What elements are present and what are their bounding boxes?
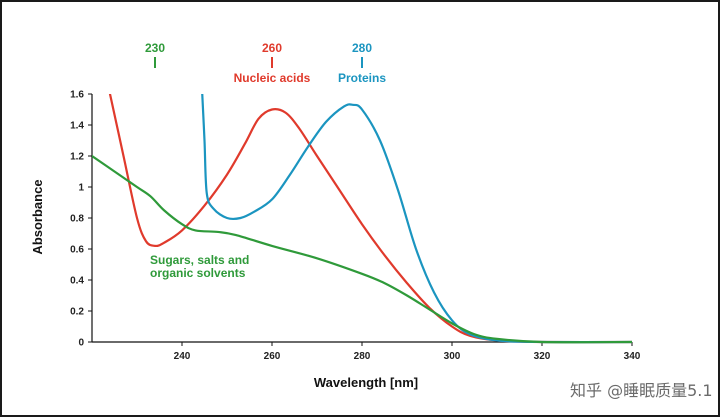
series-group (92, 94, 632, 344)
y-axis-title: Absorbance (30, 179, 45, 254)
y-tick-label: 0.8 (70, 214, 84, 225)
y-tick-label: 1.2 (70, 152, 84, 163)
y-tick-label: 1.6 (70, 90, 84, 101)
series-label-sugars-line: organic solvents (150, 266, 246, 280)
y-tick-label: 0.2 (70, 307, 84, 318)
annotation-label-280: Proteins (338, 71, 386, 85)
series-label-sugars-line: Sugars, salts and (150, 253, 249, 267)
annotations-group: 230 260 Nucleic acids 280 Proteins Sugars, sa… (145, 41, 386, 280)
x-tick-label: 320 (534, 351, 551, 362)
x-tick-label: 280 (354, 351, 371, 362)
annotation-label-260: Nucleic acids (234, 71, 311, 85)
x-tick-label: 340 (624, 351, 641, 362)
annotation-wavelength-230: 230 (145, 41, 165, 55)
x-tick-label: 240 (174, 351, 191, 362)
x-tick-label: 260 (264, 351, 281, 362)
axes: 0 0.2 0.4 0.6 0.8 1 1.2 1.4 1.6 240 260 280 300 320 34… (70, 90, 641, 363)
y-tick-label: 0.6 (70, 245, 84, 256)
y-tick-label: 1.4 (70, 121, 84, 132)
y-tick-label: 1 (78, 183, 84, 194)
series-line-nucleic-acids (108, 94, 632, 344)
series-line-proteins (201, 94, 632, 344)
annotation-wavelength-260: 260 (262, 41, 282, 55)
x-tick-label: 300 (444, 351, 461, 362)
x-axis-title: Wavelength [nm] (314, 375, 418, 390)
y-tick-label: 0 (78, 338, 84, 349)
series-line-sugars-salts (92, 154, 632, 344)
y-tick-label: 0.4 (70, 276, 84, 287)
annotation-wavelength-280: 280 (352, 41, 372, 55)
watermark-text: 知乎 @睡眠质量5.1 (570, 381, 713, 400)
